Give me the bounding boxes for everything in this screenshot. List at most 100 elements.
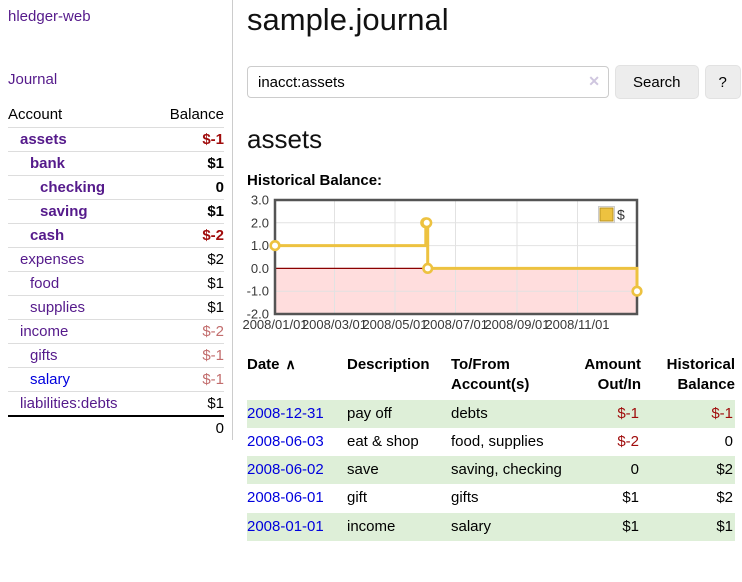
sidebar-item-journal[interactable]: Journal [8, 71, 58, 88]
register-accounts: food, supplies [451, 432, 544, 450]
account-row: assets $-1 [8, 127, 224, 152]
account-link[interactable]: saving [40, 203, 88, 220]
register-row: 2008-06-02 save saving, checking 0 $2 [247, 456, 735, 485]
column-description: Description [347, 356, 430, 373]
account-link[interactable]: checking [40, 179, 106, 196]
account-name-cell: income [8, 320, 152, 344]
account-link[interactable]: assets [20, 131, 67, 148]
svg-text:2008/07/01: 2008/07/01 [423, 317, 488, 332]
register-row: 2008-01-01 income salary $1 $1 [247, 512, 735, 541]
register-balance: 0 [724, 432, 733, 450]
account-name-cell: saving [8, 200, 152, 224]
register-table-body: 2008-12-31 pay off debts $-1 $-1 2008-06-03 ea… [247, 399, 735, 541]
svg-text:-2.0: -2.0 [247, 307, 269, 322]
register-accounts: gifts [451, 489, 479, 507]
date-link[interactable]: 2008-12-31 [247, 404, 324, 422]
account-name-cell: cash [8, 224, 152, 248]
svg-text:1.0: 1.0 [251, 238, 269, 253]
account-balance: $1 [207, 299, 224, 316]
clear-search-icon[interactable]: ✕ [588, 73, 600, 89]
account-row: gifts $-1 [8, 343, 224, 368]
accounts-header-account: Account [8, 106, 63, 123]
register-accounts: salary [451, 517, 492, 535]
account-balance: $-2 [202, 323, 224, 340]
register-amount: $1 [622, 489, 639, 507]
svg-text:2008/03/01: 2008/03/01 [302, 317, 367, 332]
accounts-header-balance: Balance [169, 106, 224, 123]
account-name-cell: assets [8, 128, 152, 152]
sidebar: hledger-web Journal Account Balance asse… [0, 0, 232, 541]
accounts-table-body: assets $-1 bank $1 checking 0 saving $1 cash $-2 e… [8, 127, 224, 417]
register-accounts: debts [451, 404, 488, 422]
account-link[interactable]: expenses [20, 251, 85, 268]
account-row: income $-2 [8, 319, 224, 344]
account-link[interactable]: supplies [30, 299, 86, 316]
account-link[interactable]: income [20, 323, 69, 340]
register-row: 2008-12-31 pay off debts $-1 $-1 [247, 399, 735, 428]
register-description: eat & shop [347, 432, 419, 450]
svg-text:$: $ [617, 207, 625, 223]
account-balance: $2 [207, 251, 224, 268]
svg-text:3.0: 3.0 [251, 193, 269, 208]
column-accounts: To/From Account(s) [451, 356, 530, 394]
register-description: income [347, 517, 396, 535]
account-balance: $1 [207, 155, 224, 172]
svg-text:2008/05/01: 2008/05/01 [362, 317, 427, 332]
register-amount: 0 [630, 461, 639, 478]
account-balance: $-1 [202, 347, 224, 364]
accounts-table: Account Balance assets $-1 bank $1 checking 0… [8, 103, 224, 440]
register-amount: $-2 [617, 432, 639, 450]
account-link[interactable]: bank [30, 155, 66, 172]
app-brand-link[interactable]: hledger-web [8, 8, 91, 25]
column-date[interactable]: Date ∧ [247, 351, 347, 400]
svg-text:2.0: 2.0 [251, 215, 269, 230]
help-button[interactable]: ? [704, 65, 741, 99]
register-amount: $-1 [617, 404, 639, 422]
account-link[interactable]: liabilities:debts [20, 395, 118, 412]
register-accounts: saving, checking [451, 461, 562, 478]
account-balance: $1 [207, 395, 224, 412]
search-button[interactable]: Search [615, 65, 699, 99]
svg-text:0.0: 0.0 [251, 261, 269, 276]
register-date-cell: 2008-06-01 [247, 484, 347, 512]
accounts-total-row: 0 [8, 415, 224, 440]
date-link[interactable]: 2008-06-03 [247, 432, 324, 450]
date-link[interactable]: 2008-01-01 [247, 517, 324, 535]
register-balance: $-1 [711, 404, 733, 422]
search-bar: ✕ Search ? [247, 65, 742, 99]
account-row: liabilities:debts $1 [8, 391, 224, 417]
register-date-cell: 2008-06-03 [247, 428, 347, 456]
register-row: 2008-06-01 gift gifts $1 $2 [247, 484, 735, 512]
register-balance: $2 [716, 461, 733, 478]
accounts-total-spacer [8, 415, 153, 440]
register-description: gift [347, 489, 368, 507]
account-balance: $1 [207, 203, 224, 220]
account-row: supplies $1 [8, 295, 224, 320]
register-description: pay off [347, 404, 392, 422]
register-header-row: Date ∧ Description To/From Account(s) Amo… [247, 351, 735, 400]
register-row: 2008-06-03 eat & shop food, supplies $-2 0 [247, 428, 735, 456]
account-row: expenses $2 [8, 247, 224, 272]
accounts-total-value: 0 [152, 415, 224, 440]
date-link[interactable]: 2008-06-01 [247, 489, 324, 507]
date-link[interactable]: 2008-06-02 [247, 461, 324, 478]
search-input[interactable] [247, 66, 609, 98]
account-link[interactable]: gifts [30, 347, 58, 364]
account-balance: $1 [207, 275, 224, 292]
register-balance: $2 [716, 489, 733, 507]
main-content: sample.journal ✕ Search ? assets Histori… [232, 0, 742, 541]
column-balance: Historical Balance [666, 356, 735, 394]
svg-text:2008/11/01: 2008/11/01 [545, 317, 609, 332]
app: hledger-web Journal Account Balance asse… [0, 0, 742, 541]
account-link[interactable]: cash [30, 227, 65, 244]
account-link[interactable]: salary [30, 371, 71, 388]
account-row: food $1 [8, 271, 224, 296]
register-description: save [347, 461, 379, 478]
sort-asc-icon: ∧ [285, 356, 296, 372]
account-balance: 0 [215, 179, 224, 196]
column-date-label: Date [247, 356, 280, 373]
register-date-cell: 2008-12-31 [247, 400, 347, 428]
register-balance: $1 [716, 517, 733, 535]
chart-label: Historical Balance: [247, 172, 383, 189]
account-link[interactable]: food [30, 275, 60, 292]
